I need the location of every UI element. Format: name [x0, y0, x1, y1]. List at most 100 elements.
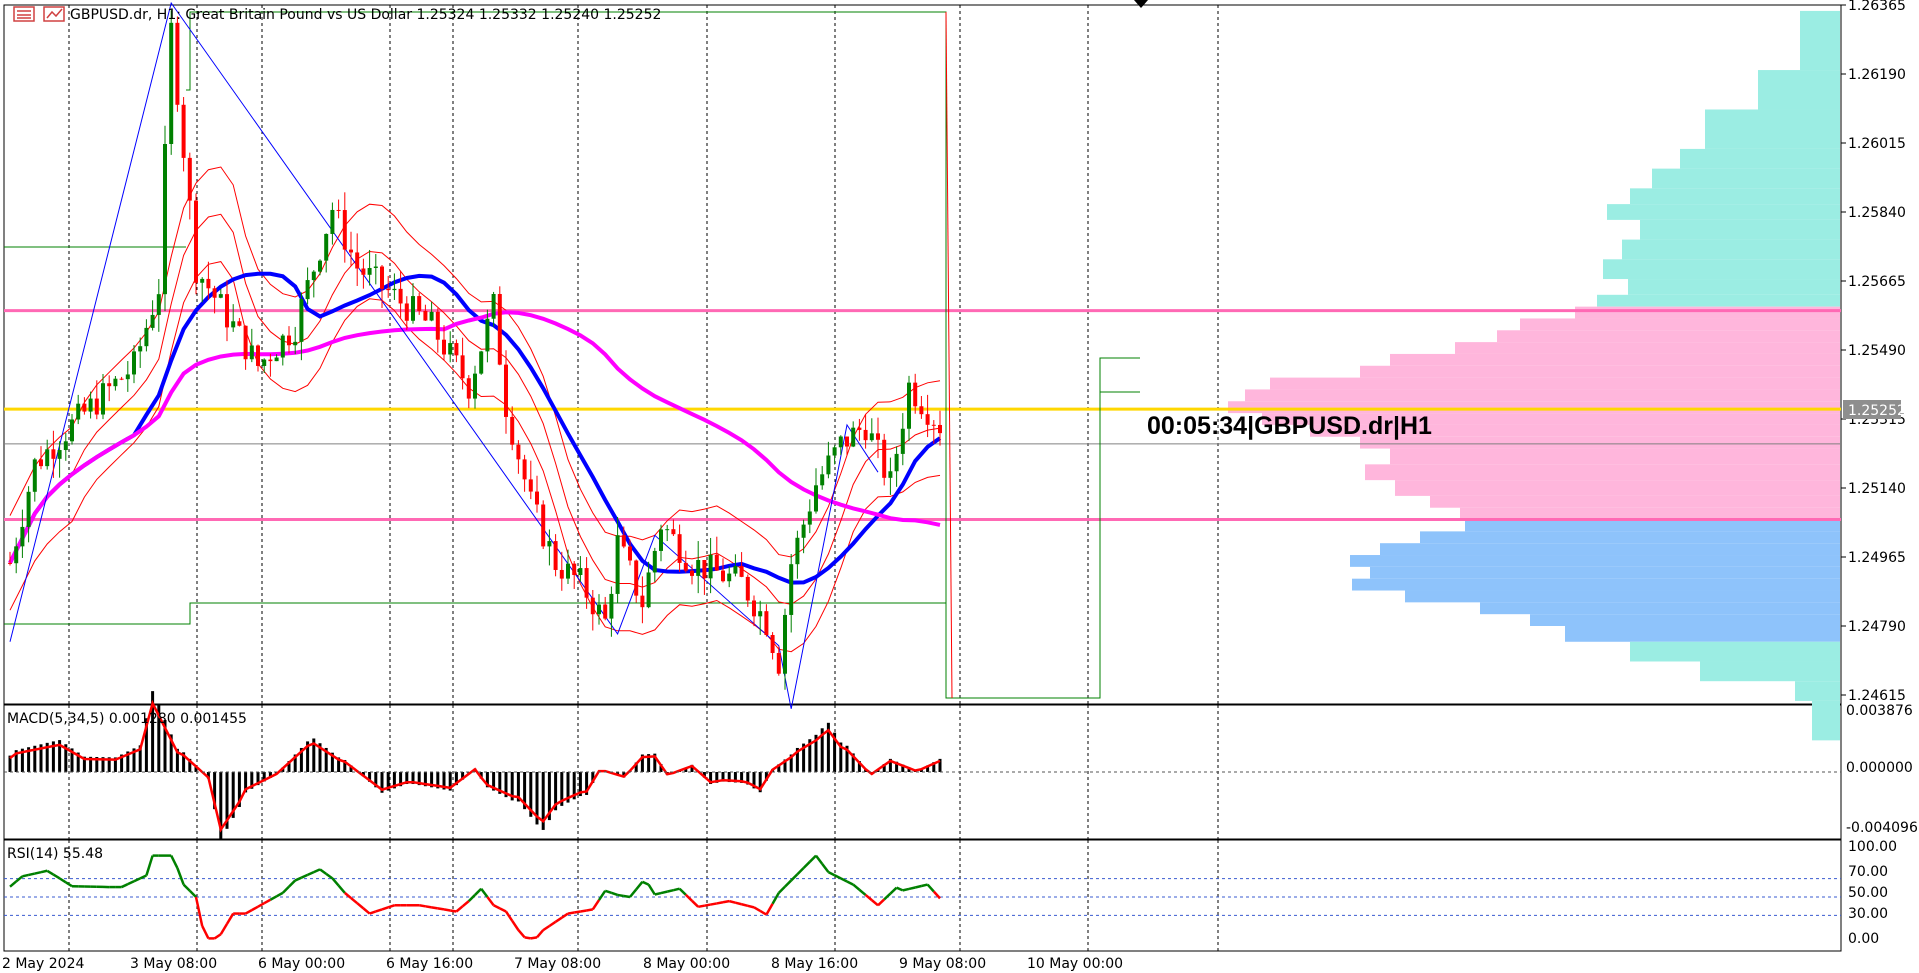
- candle-body: [485, 318, 490, 352]
- candle-body: [63, 441, 68, 451]
- rsi-segment: [870, 899, 879, 907]
- candle-body: [218, 294, 223, 298]
- candle-body: [342, 210, 347, 250]
- rsi-segment: [319, 868, 327, 875]
- candle-body: [665, 529, 670, 531]
- candle-body: [516, 444, 521, 460]
- candle-body: [318, 260, 322, 272]
- time-tick-label: 6 May 00:00: [258, 956, 345, 972]
- rsi-segment: [325, 872, 334, 880]
- candle-body: [789, 564, 794, 615]
- candle-body: [733, 566, 738, 574]
- rsi-segment: [343, 891, 352, 899]
- candle-body: [838, 436, 843, 448]
- candle-body: [181, 104, 186, 158]
- rsi-segment: [425, 905, 432, 909]
- candle-body: [76, 403, 81, 420]
- candle-body: [677, 534, 682, 563]
- rsi-segment: [201, 925, 210, 939]
- candle-body: [466, 378, 471, 399]
- rsi-segment: [22, 873, 29, 878]
- candle-body: [373, 266, 378, 268]
- rsi-segment: [691, 899, 700, 908]
- rsi-segment: [611, 891, 618, 897]
- rsi-segment: [244, 909, 253, 915]
- profile-bar: [1430, 495, 1840, 508]
- rsi-segment: [654, 891, 662, 896]
- candle-body: [752, 600, 756, 617]
- candle-body: [764, 611, 769, 636]
- rsi-segment: [573, 910, 581, 914]
- rsi-segment: [194, 896, 204, 927]
- candle-body: [745, 576, 750, 601]
- rsi-segment: [65, 881, 73, 888]
- candle-body: [907, 382, 911, 429]
- candle-body: [429, 311, 434, 321]
- rsi-segment: [300, 873, 309, 879]
- candle-body: [39, 459, 43, 467]
- rsi-segment: [499, 907, 507, 913]
- candle-body: [187, 157, 192, 201]
- rsi-segment: [251, 905, 259, 912]
- rsi-segment: [474, 887, 483, 896]
- menu-icon[interactable]: [13, 6, 35, 22]
- price-tick-label: 1.24965: [1848, 550, 1906, 566]
- candle-body: [237, 321, 242, 326]
- time-tick-label: 3 May 08:00: [130, 956, 217, 972]
- candle-body: [919, 406, 924, 415]
- rsi-segment: [716, 901, 724, 905]
- time-tick-label: 7 May 08:00: [514, 956, 601, 972]
- profile-bar: [1460, 507, 1840, 520]
- candle-body: [262, 359, 267, 366]
- profile-bar: [1520, 318, 1840, 331]
- profile-bar: [1603, 259, 1840, 280]
- rsi-segment: [548, 920, 557, 928]
- candle-body: [900, 428, 905, 454]
- rsi-segment: [443, 908, 451, 912]
- rsi-segment: [635, 881, 644, 891]
- rsi-segment: [629, 888, 638, 898]
- rsi-segment: [431, 906, 439, 910]
- candle-body: [646, 572, 651, 608]
- profile-bar: [1630, 641, 1840, 662]
- symbol-title: GBPUSD.dr, H1: Great Britain Pound vs US…: [70, 7, 661, 23]
- current-price-label: 1.25252: [1848, 403, 1906, 419]
- candle-body: [380, 266, 384, 289]
- candle-body: [206, 278, 211, 289]
- candle-body: [584, 568, 589, 598]
- bollinger-middle: [9, 213, 941, 605]
- candle-body: [572, 563, 577, 576]
- candle-body: [473, 373, 477, 399]
- rsi-segment: [561, 912, 569, 919]
- candle-body: [615, 535, 620, 594]
- candle-body: [535, 491, 539, 505]
- candle-body: [683, 562, 688, 571]
- candle-body: [696, 559, 701, 576]
- profile-bar: [1310, 424, 1840, 437]
- candle-body: [640, 595, 645, 608]
- rsi-segment: [313, 868, 321, 874]
- profile-bar: [1575, 306, 1840, 319]
- candle-body: [541, 504, 546, 547]
- rsi-segment: [455, 905, 464, 913]
- profile-bar: [1262, 413, 1840, 425]
- volume-profile: [1228, 10, 1840, 741]
- candle-body: [138, 346, 143, 352]
- candle-body: [460, 355, 465, 379]
- time-axis: 2 May 2024 3 May 08:00 6 May 00:00 6 May 16…: [2, 956, 1123, 972]
- candle-body: [423, 310, 428, 321]
- zigzag-path: [9, 1, 879, 709]
- profile-bar: [1652, 168, 1840, 189]
- rsi-segment: [511, 920, 520, 931]
- rsi-segment: [678, 887, 687, 896]
- rsi-segment: [418, 904, 426, 908]
- candle-body: [727, 573, 732, 582]
- rsi-segment: [771, 892, 780, 905]
- candle-body: [280, 335, 285, 358]
- donchian-channel: [4, 11, 1140, 699]
- rsi-panel[interactable]: [3, 839, 1842, 952]
- candle-body: [194, 200, 198, 283]
- rsi-segment: [40, 869, 48, 874]
- candle-body: [559, 569, 564, 579]
